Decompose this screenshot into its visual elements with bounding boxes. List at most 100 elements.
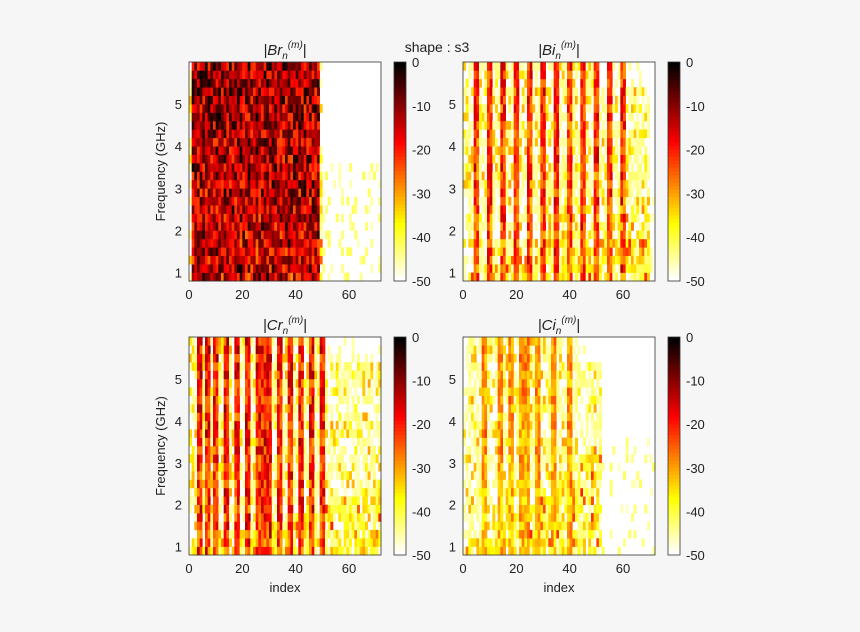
heatmap-cell: [247, 146, 251, 155]
heatmap-cell: [335, 387, 339, 396]
heatmap-cell: [306, 247, 310, 257]
heatmap-cell: [580, 104, 584, 113]
heatmap-cell: [330, 429, 334, 438]
colorbar-segment: [394, 384, 406, 389]
heatmap-cell: [226, 538, 230, 547]
heatmap-cell: [202, 78, 206, 88]
heatmap-cell: [367, 504, 371, 514]
colorbar-segment: [668, 226, 680, 231]
heatmap-cell: [245, 70, 248, 80]
heatmap-cell: [290, 446, 294, 455]
heatmap-cell: [497, 112, 501, 122]
heatmap-cell: [202, 95, 206, 105]
heatmap-cell: [588, 146, 592, 155]
heatmap-cell: [231, 462, 235, 472]
heatmap-cell: [287, 362, 291, 371]
heatmap-cell: [266, 129, 270, 139]
heatmap-cell: [285, 429, 288, 438]
heatmap-cell: [237, 87, 240, 96]
heatmap-cell: [513, 171, 517, 181]
heatmap-cell: [229, 163, 232, 172]
heatmap-cell: [601, 179, 605, 189]
heatmap-cell: [322, 487, 326, 497]
heatmap-cell: [258, 395, 262, 405]
heatmap-cell: [497, 87, 501, 96]
heatmap-cell: [311, 230, 315, 240]
heatmap-cell: [301, 255, 304, 265]
heatmap-cell: [553, 62, 557, 71]
heatmap-cell: [306, 230, 310, 240]
heatmap-cell: [591, 213, 594, 223]
heatmap-cell: [596, 154, 600, 164]
heatmap-cell: [247, 370, 251, 380]
heatmap-cell: [481, 247, 485, 257]
heatmap-cell: [463, 137, 466, 147]
heatmap-cell: [503, 146, 506, 155]
heatmap-cell: [290, 504, 294, 514]
heatmap-cell: [287, 454, 291, 464]
heatmap-cell: [218, 129, 222, 139]
heatmap-cell: [231, 222, 235, 231]
heatmap-cell: [516, 446, 520, 455]
heatmap-cell: [319, 546, 323, 556]
heatmap-cell: [237, 521, 240, 531]
heatmap-cell: [548, 238, 552, 248]
heatmap-cell: [258, 272, 262, 282]
heatmap-cell: [596, 104, 600, 113]
heatmap-cell: [314, 230, 318, 240]
heatmap-cell: [556, 213, 560, 223]
heatmap-cell: [226, 87, 230, 96]
heatmap-cell: [191, 213, 195, 223]
heatmap-cell: [351, 395, 355, 405]
heatmap-cell: [319, 496, 323, 505]
heatmap-cell: [500, 513, 504, 522]
heatmap-cell: [277, 345, 280, 355]
heatmap-cell: [250, 420, 254, 430]
heatmap-cell: [487, 188, 490, 198]
heatmap-cell: [636, 179, 640, 189]
heatmap-cell: [199, 95, 203, 105]
heatmap-cell: [226, 188, 230, 198]
heatmap-cell: [357, 454, 360, 464]
heatmap-cell: [295, 205, 299, 214]
heatmap-cell: [471, 104, 474, 113]
heatmap-cell: [242, 538, 246, 547]
heatmap-cell: [205, 222, 208, 231]
heatmap-cell: [633, 238, 637, 248]
heatmap-cell: [258, 471, 262, 480]
heatmap-cell: [215, 345, 219, 355]
heatmap-cell: [197, 104, 200, 113]
heatmap-cell: [207, 345, 211, 355]
heatmap-cell: [505, 353, 509, 363]
heatmap-cell: [263, 471, 267, 480]
heatmap-cell: [375, 504, 379, 514]
heatmap-cell: [628, 188, 632, 198]
heatmap-cell: [537, 112, 541, 122]
heatmap-cell: [261, 230, 264, 240]
heatmap-cell: [497, 205, 501, 214]
heatmap-cell: [285, 112, 288, 122]
heatmap-cell: [266, 353, 270, 363]
heatmap-cell: [625, 179, 629, 189]
heatmap-cell: [301, 87, 304, 96]
heatmap-cell: [293, 196, 296, 206]
heatmap-cell: [271, 272, 275, 282]
heatmap-cell: [489, 395, 493, 405]
heatmap-cell: [473, 471, 477, 480]
heatmap-cell: [226, 353, 230, 363]
colorbar-segment: [394, 171, 406, 176]
heatmap-cell: [529, 247, 533, 257]
heatmap-cell: [279, 437, 283, 447]
heatmap-cell: [357, 513, 360, 522]
heatmap-cell: [231, 154, 235, 164]
heatmap-cell: [575, 171, 578, 181]
x-tick-label: 20: [235, 561, 249, 576]
heatmap-cell: [569, 188, 573, 198]
heatmap-cell: [255, 196, 259, 206]
heatmap-cell: [556, 146, 560, 155]
heatmap-cell: [213, 230, 216, 240]
heatmap-cell: [287, 62, 291, 71]
heatmap-cell: [234, 154, 238, 164]
heatmap-cell: [234, 222, 238, 231]
heatmap-cell: [628, 129, 632, 139]
